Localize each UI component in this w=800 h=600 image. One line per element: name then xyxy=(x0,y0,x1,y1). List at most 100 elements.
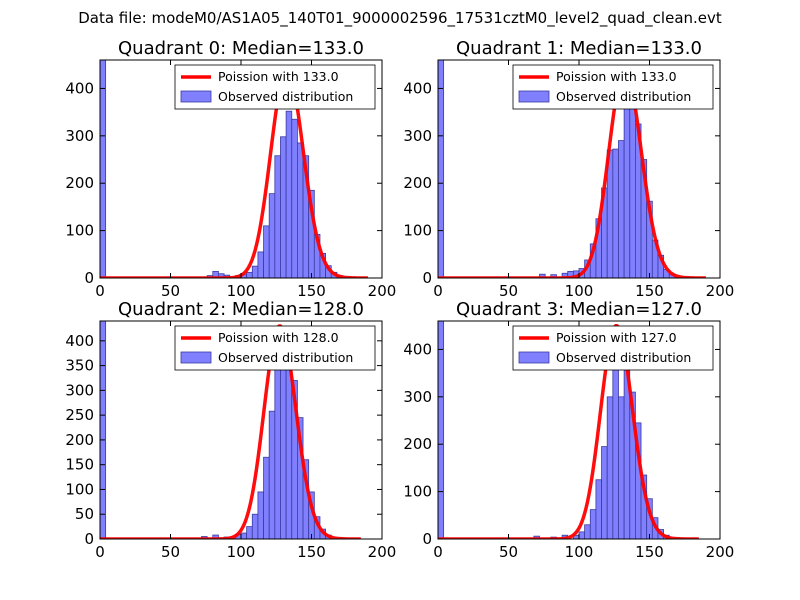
subplot-grid: Quadrant 0: Median=133.0 0 50 100 150 200 0 100… xyxy=(65,38,734,561)
x-tick-label: 150 xyxy=(297,282,326,300)
histogram-bar xyxy=(263,225,270,278)
y-tick-label: 0 xyxy=(422,530,432,548)
histogram-bar xyxy=(618,396,625,539)
histogram-bar xyxy=(595,479,602,539)
histogram-bar xyxy=(274,155,281,278)
y-tick-label: 100 xyxy=(65,480,94,498)
histogram-bar xyxy=(263,456,270,539)
x-tick-label: 200 xyxy=(706,282,735,300)
subplot-title: Quadrant 3: Median=127.0 xyxy=(456,299,702,320)
poisson-curve xyxy=(438,323,700,539)
histogram-bar xyxy=(291,118,298,278)
histogram-bar xyxy=(438,321,445,539)
y-tick-label: 0 xyxy=(84,269,94,287)
legend: Poission with 127.0 Observed distribution xyxy=(512,325,714,371)
histogram-bar xyxy=(280,344,287,539)
histogram-bar xyxy=(246,271,253,278)
histogram-bar xyxy=(438,60,445,278)
legend: Poission with 133.0 Observed distribution xyxy=(174,64,376,110)
histogram-bar xyxy=(251,265,259,278)
histogram-bar xyxy=(589,509,597,539)
plot-area xyxy=(438,60,707,278)
x-tick-label: 150 xyxy=(297,543,326,561)
y-tick-label: 400 xyxy=(403,340,432,358)
histogram-bar xyxy=(601,446,608,539)
x-tick-label: 50 xyxy=(161,282,180,300)
legend: Poission with 128.0 Observed distribution xyxy=(174,325,376,371)
histogram-bar xyxy=(629,97,636,278)
poisson-curve xyxy=(100,67,369,278)
histogram-bar xyxy=(274,365,281,539)
x-tick-label: 50 xyxy=(161,543,180,561)
histogram-bar xyxy=(612,367,619,539)
histogram-bar xyxy=(618,140,625,278)
x-tick-label: 200 xyxy=(368,282,397,300)
figure-suptitle: Data file: modeM0/AS1A05_140T01_90000025… xyxy=(78,9,722,28)
x-tick-label: 150 xyxy=(635,282,664,300)
y-tick-label: 300 xyxy=(403,127,432,145)
legend-label-poisson: Poission with 133.0 xyxy=(218,69,339,84)
legend-label-observed: Observed distribution xyxy=(556,350,691,365)
y-tick-label: 200 xyxy=(65,431,94,449)
y-tick-label: 0 xyxy=(84,530,94,548)
histogram-bar xyxy=(257,491,264,539)
x-tick-label: 100 xyxy=(565,543,594,561)
y-tick-label: 400 xyxy=(65,332,94,350)
histogram-bar xyxy=(578,531,586,539)
legend-label-observed: Observed distribution xyxy=(218,350,353,365)
histogram-bar xyxy=(584,524,591,539)
y-tick-label: 50 xyxy=(75,505,94,523)
x-tick-label: 0 xyxy=(95,282,105,300)
legend-bar-swatch xyxy=(180,351,212,364)
subplot-quadrant-0: Quadrant 0: Median=133.0 0 50 100 150 200 0 100… xyxy=(65,38,396,300)
histogram-bar xyxy=(539,273,546,278)
legend-bar-swatch xyxy=(518,351,550,364)
subplot-quadrant-1: Quadrant 1: Median=133.0 0 50 100 150 200 0 100… xyxy=(403,38,734,300)
legend-label-observed: Observed distribution xyxy=(218,89,353,104)
histogram-bar xyxy=(612,148,619,278)
y-tick-label: 100 xyxy=(403,483,432,501)
histogram-bar xyxy=(251,513,259,539)
y-tick-label: 300 xyxy=(65,127,94,145)
subplot-quadrant-3: Quadrant 3: Median=127.0 0 50 100 150 200 0 100… xyxy=(403,299,734,561)
y-tick-label: 200 xyxy=(403,174,432,192)
histogram-bar xyxy=(280,136,287,278)
x-tick-label: 0 xyxy=(95,543,105,561)
histogram-bar xyxy=(246,526,253,539)
legend-label-poisson: Poission with 133.0 xyxy=(556,69,677,84)
poisson-curve xyxy=(100,324,362,539)
y-tick-label: 350 xyxy=(65,357,94,375)
plot-area xyxy=(100,60,369,278)
subplot-title: Quadrant 1: Median=133.0 xyxy=(456,38,702,59)
y-tick-label: 150 xyxy=(65,456,94,474)
y-tick-label: 400 xyxy=(403,79,432,97)
y-tick-label: 100 xyxy=(65,222,94,240)
legend-label-poisson: Poission with 128.0 xyxy=(218,330,339,345)
y-tick-label: 200 xyxy=(65,174,94,192)
histogram-bar xyxy=(100,60,107,278)
x-tick-label: 0 xyxy=(433,282,443,300)
x-tick-label: 100 xyxy=(227,282,256,300)
histogram-bar xyxy=(257,251,264,278)
legend-label-observed: Observed distribution xyxy=(556,89,691,104)
histogram-bar xyxy=(285,110,293,278)
y-tick-label: 400 xyxy=(65,79,94,97)
x-tick-label: 200 xyxy=(706,543,735,561)
x-tick-label: 150 xyxy=(635,543,664,561)
subplot-quadrant-2: Quadrant 2: Median=128.0 0 50 100 150 200 0 50 1… xyxy=(65,299,396,561)
x-tick-label: 100 xyxy=(227,543,256,561)
legend-label-poisson: Poission with 127.0 xyxy=(556,330,677,345)
histogram-bar xyxy=(100,321,107,539)
poisson-curve xyxy=(438,67,707,278)
legend: Poission with 133.0 Observed distribution xyxy=(512,64,714,110)
subplot-title: Quadrant 0: Median=133.0 xyxy=(118,38,364,59)
legend-bar-swatch xyxy=(518,90,550,103)
x-tick-label: 50 xyxy=(499,543,518,561)
y-tick-label: 300 xyxy=(65,381,94,399)
histogram-bar xyxy=(296,142,304,278)
plot-area xyxy=(100,321,362,539)
histogram-bar xyxy=(212,534,219,539)
y-tick-label: 250 xyxy=(65,406,94,424)
y-tick-label: 300 xyxy=(403,388,432,406)
subplot-title: Quadrant 2: Median=128.0 xyxy=(118,299,364,320)
